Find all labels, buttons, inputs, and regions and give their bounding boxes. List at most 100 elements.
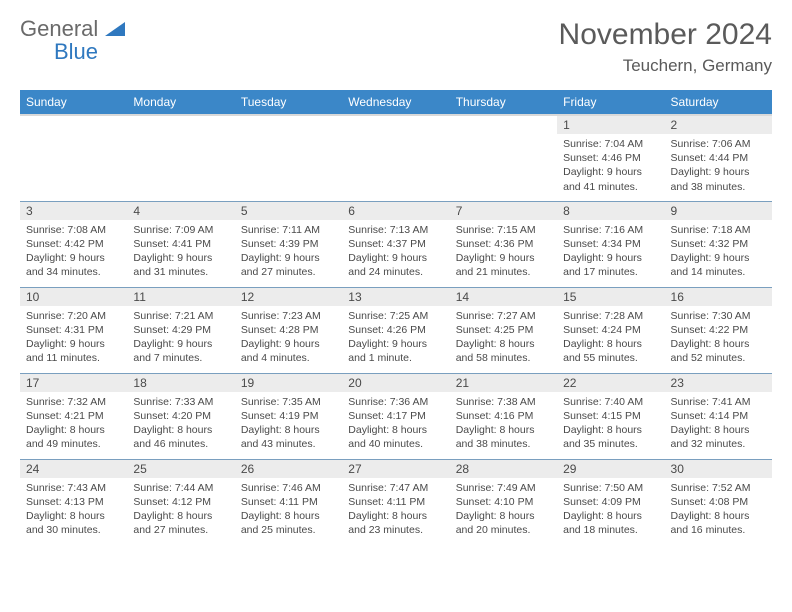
day-number: 16 bbox=[665, 288, 772, 306]
day-number bbox=[450, 116, 557, 134]
day-details: Sunrise: 7:35 AMSunset: 4:19 PMDaylight:… bbox=[235, 392, 342, 456]
day-details: Sunrise: 7:28 AMSunset: 4:24 PMDaylight:… bbox=[557, 306, 664, 370]
day-details: Sunrise: 7:13 AMSunset: 4:37 PMDaylight:… bbox=[342, 220, 449, 284]
day-cell: 11Sunrise: 7:21 AMSunset: 4:29 PMDayligh… bbox=[127, 287, 234, 373]
day-number: 15 bbox=[557, 288, 664, 306]
day-cell: 15Sunrise: 7:28 AMSunset: 4:24 PMDayligh… bbox=[557, 287, 664, 373]
day-number: 23 bbox=[665, 374, 772, 392]
logo-word2: Blue bbox=[54, 39, 98, 64]
day-number: 17 bbox=[20, 374, 127, 392]
week-row: 10Sunrise: 7:20 AMSunset: 4:31 PMDayligh… bbox=[20, 287, 772, 373]
day-cell bbox=[127, 115, 234, 201]
logo-triangle-icon bbox=[105, 22, 125, 36]
day-cell: 16Sunrise: 7:30 AMSunset: 4:22 PMDayligh… bbox=[665, 287, 772, 373]
day-cell: 8Sunrise: 7:16 AMSunset: 4:34 PMDaylight… bbox=[557, 201, 664, 287]
day-number: 14 bbox=[450, 288, 557, 306]
day-details: Sunrise: 7:18 AMSunset: 4:32 PMDaylight:… bbox=[665, 220, 772, 284]
day-number: 10 bbox=[20, 288, 127, 306]
day-cell: 19Sunrise: 7:35 AMSunset: 4:19 PMDayligh… bbox=[235, 373, 342, 459]
day-number: 13 bbox=[342, 288, 449, 306]
logo-word1: General bbox=[20, 16, 98, 41]
day-details: Sunrise: 7:04 AMSunset: 4:46 PMDaylight:… bbox=[557, 134, 664, 198]
day-number: 20 bbox=[342, 374, 449, 392]
day-details: Sunrise: 7:50 AMSunset: 4:09 PMDaylight:… bbox=[557, 478, 664, 542]
day-cell: 23Sunrise: 7:41 AMSunset: 4:14 PMDayligh… bbox=[665, 373, 772, 459]
day-number: 28 bbox=[450, 460, 557, 478]
week-row: 1Sunrise: 7:04 AMSunset: 4:46 PMDaylight… bbox=[20, 115, 772, 201]
day-number: 9 bbox=[665, 202, 772, 220]
day-number: 24 bbox=[20, 460, 127, 478]
day-cell bbox=[342, 115, 449, 201]
day-cell: 2Sunrise: 7:06 AMSunset: 4:44 PMDaylight… bbox=[665, 115, 772, 201]
day-cell: 26Sunrise: 7:46 AMSunset: 4:11 PMDayligh… bbox=[235, 459, 342, 545]
day-details: Sunrise: 7:27 AMSunset: 4:25 PMDaylight:… bbox=[450, 306, 557, 370]
day-details: Sunrise: 7:11 AMSunset: 4:39 PMDaylight:… bbox=[235, 220, 342, 284]
day-details: Sunrise: 7:16 AMSunset: 4:34 PMDaylight:… bbox=[557, 220, 664, 284]
day-number: 8 bbox=[557, 202, 664, 220]
day-number: 19 bbox=[235, 374, 342, 392]
day-number: 5 bbox=[235, 202, 342, 220]
day-cell: 17Sunrise: 7:32 AMSunset: 4:21 PMDayligh… bbox=[20, 373, 127, 459]
day-details: Sunrise: 7:32 AMSunset: 4:21 PMDaylight:… bbox=[20, 392, 127, 456]
col-friday: Friday bbox=[557, 90, 664, 115]
day-cell: 20Sunrise: 7:36 AMSunset: 4:17 PMDayligh… bbox=[342, 373, 449, 459]
day-cell: 27Sunrise: 7:47 AMSunset: 4:11 PMDayligh… bbox=[342, 459, 449, 545]
day-cell: 12Sunrise: 7:23 AMSunset: 4:28 PMDayligh… bbox=[235, 287, 342, 373]
day-number: 18 bbox=[127, 374, 234, 392]
day-number: 12 bbox=[235, 288, 342, 306]
day-details: Sunrise: 7:38 AMSunset: 4:16 PMDaylight:… bbox=[450, 392, 557, 456]
day-details: Sunrise: 7:06 AMSunset: 4:44 PMDaylight:… bbox=[665, 134, 772, 198]
day-cell: 9Sunrise: 7:18 AMSunset: 4:32 PMDaylight… bbox=[665, 201, 772, 287]
title-block: November 2024 Teuchern, Germany bbox=[559, 18, 772, 76]
day-cell: 21Sunrise: 7:38 AMSunset: 4:16 PMDayligh… bbox=[450, 373, 557, 459]
day-cell: 24Sunrise: 7:43 AMSunset: 4:13 PMDayligh… bbox=[20, 459, 127, 545]
day-cell: 10Sunrise: 7:20 AMSunset: 4:31 PMDayligh… bbox=[20, 287, 127, 373]
logo-text: General Blue bbox=[20, 18, 125, 64]
day-details: Sunrise: 7:08 AMSunset: 4:42 PMDaylight:… bbox=[20, 220, 127, 284]
day-number: 29 bbox=[557, 460, 664, 478]
col-monday: Monday bbox=[127, 90, 234, 115]
day-cell: 1Sunrise: 7:04 AMSunset: 4:46 PMDaylight… bbox=[557, 115, 664, 201]
week-row: 24Sunrise: 7:43 AMSunset: 4:13 PMDayligh… bbox=[20, 459, 772, 545]
col-thursday: Thursday bbox=[450, 90, 557, 115]
day-cell bbox=[20, 115, 127, 201]
day-details: Sunrise: 7:49 AMSunset: 4:10 PMDaylight:… bbox=[450, 478, 557, 542]
day-number: 11 bbox=[127, 288, 234, 306]
col-saturday: Saturday bbox=[665, 90, 772, 115]
day-number: 27 bbox=[342, 460, 449, 478]
day-details: Sunrise: 7:09 AMSunset: 4:41 PMDaylight:… bbox=[127, 220, 234, 284]
day-details: Sunrise: 7:20 AMSunset: 4:31 PMDaylight:… bbox=[20, 306, 127, 370]
day-details: Sunrise: 7:40 AMSunset: 4:15 PMDaylight:… bbox=[557, 392, 664, 456]
day-number: 26 bbox=[235, 460, 342, 478]
day-number bbox=[235, 116, 342, 134]
day-details: Sunrise: 7:46 AMSunset: 4:11 PMDaylight:… bbox=[235, 478, 342, 542]
col-wednesday: Wednesday bbox=[342, 90, 449, 115]
day-cell: 3Sunrise: 7:08 AMSunset: 4:42 PMDaylight… bbox=[20, 201, 127, 287]
day-cell: 25Sunrise: 7:44 AMSunset: 4:12 PMDayligh… bbox=[127, 459, 234, 545]
day-details: Sunrise: 7:25 AMSunset: 4:26 PMDaylight:… bbox=[342, 306, 449, 370]
day-cell: 30Sunrise: 7:52 AMSunset: 4:08 PMDayligh… bbox=[665, 459, 772, 545]
day-number: 22 bbox=[557, 374, 664, 392]
day-number: 3 bbox=[20, 202, 127, 220]
calendar-table: Sunday Monday Tuesday Wednesday Thursday… bbox=[20, 90, 772, 545]
logo: General Blue bbox=[20, 18, 125, 64]
day-number: 4 bbox=[127, 202, 234, 220]
calendar-body: 1Sunrise: 7:04 AMSunset: 4:46 PMDaylight… bbox=[20, 115, 772, 545]
page-header: General Blue November 2024 Teuchern, Ger… bbox=[20, 18, 772, 76]
day-details: Sunrise: 7:21 AMSunset: 4:29 PMDaylight:… bbox=[127, 306, 234, 370]
day-number: 7 bbox=[450, 202, 557, 220]
day-cell: 4Sunrise: 7:09 AMSunset: 4:41 PMDaylight… bbox=[127, 201, 234, 287]
day-cell: 14Sunrise: 7:27 AMSunset: 4:25 PMDayligh… bbox=[450, 287, 557, 373]
day-details: Sunrise: 7:36 AMSunset: 4:17 PMDaylight:… bbox=[342, 392, 449, 456]
day-cell: 29Sunrise: 7:50 AMSunset: 4:09 PMDayligh… bbox=[557, 459, 664, 545]
col-tuesday: Tuesday bbox=[235, 90, 342, 115]
day-cell: 18Sunrise: 7:33 AMSunset: 4:20 PMDayligh… bbox=[127, 373, 234, 459]
day-details: Sunrise: 7:47 AMSunset: 4:11 PMDaylight:… bbox=[342, 478, 449, 542]
day-cell: 28Sunrise: 7:49 AMSunset: 4:10 PMDayligh… bbox=[450, 459, 557, 545]
location: Teuchern, Germany bbox=[559, 56, 772, 76]
day-number: 21 bbox=[450, 374, 557, 392]
weekday-header-row: Sunday Monday Tuesday Wednesday Thursday… bbox=[20, 90, 772, 115]
day-details: Sunrise: 7:15 AMSunset: 4:36 PMDaylight:… bbox=[450, 220, 557, 284]
day-details: Sunrise: 7:30 AMSunset: 4:22 PMDaylight:… bbox=[665, 306, 772, 370]
week-row: 17Sunrise: 7:32 AMSunset: 4:21 PMDayligh… bbox=[20, 373, 772, 459]
